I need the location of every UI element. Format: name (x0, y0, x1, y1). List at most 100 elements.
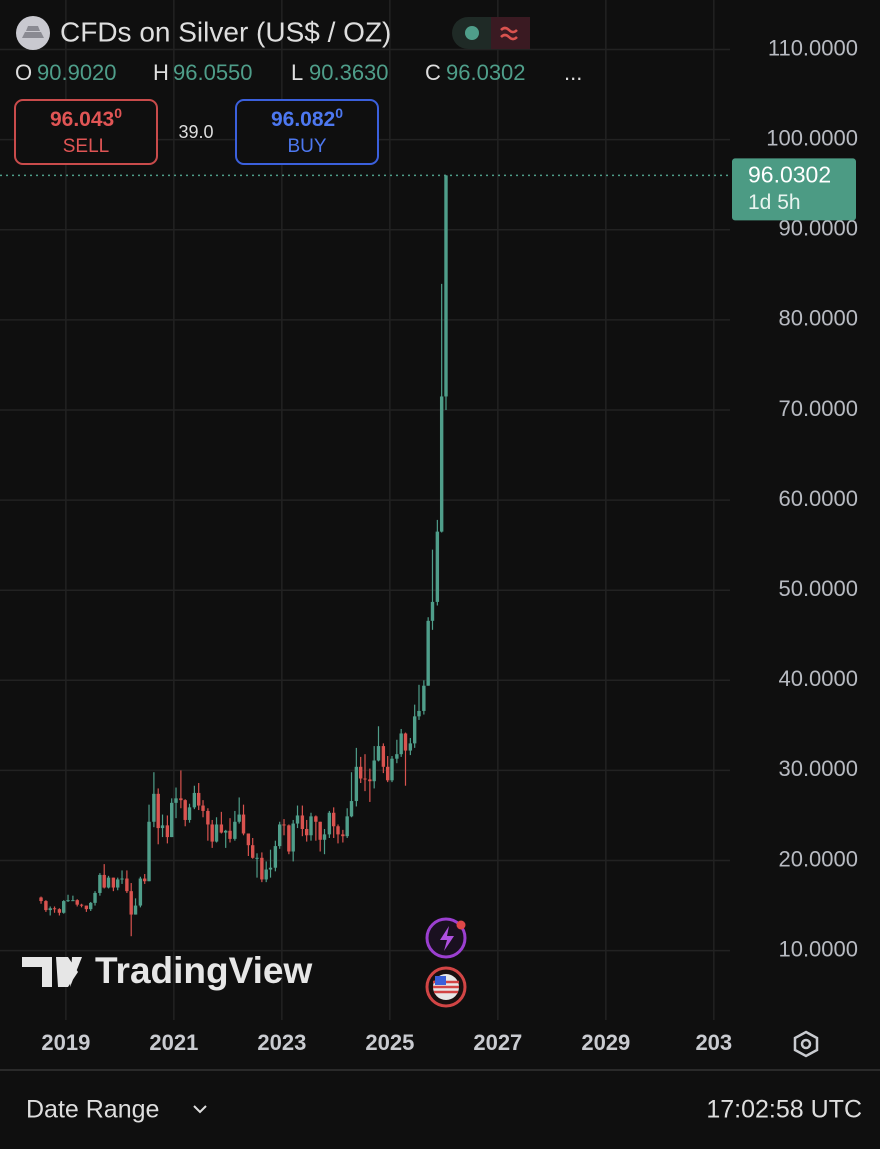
y-tick-label: 60.0000 (778, 486, 858, 511)
x-tick-label: 203 (695, 1030, 732, 1055)
watermark-logo (22, 957, 82, 987)
watermark: TradingView (95, 950, 312, 991)
candle-body (52, 908, 57, 910)
candle-body (345, 816, 349, 837)
x-tick-label: 2027 (473, 1030, 522, 1055)
candle-body (66, 900, 70, 902)
candle-body (183, 800, 187, 820)
candle-body (381, 746, 386, 767)
candle-body (62, 901, 66, 913)
candle-body (160, 825, 165, 829)
candle-body (89, 902, 93, 910)
spread: 39.0 (178, 122, 213, 142)
candle-body (291, 823, 295, 852)
more-button[interactable]: ... (564, 60, 582, 85)
candle-body (106, 877, 111, 888)
y-tick-label: 100.0000 (766, 125, 858, 150)
clock: 17:02:58 UTC (706, 1096, 862, 1124)
delay-icon (500, 26, 518, 41)
x-tick-label: 2021 (149, 1030, 198, 1055)
buy-price: 96.0820 (271, 105, 343, 131)
candle-body (75, 900, 79, 905)
candle-body (187, 807, 192, 820)
last-price-label: 96.0302 (748, 162, 831, 188)
candle-body (417, 710, 421, 717)
candle-body (125, 878, 129, 892)
x-tick-label: 2023 (257, 1030, 306, 1055)
candle-body (102, 874, 106, 888)
candle-body (358, 766, 363, 779)
candle-body (426, 620, 430, 686)
candle-body (260, 857, 264, 880)
candle-body (354, 766, 359, 802)
notification-dot (456, 920, 466, 930)
candle-body (439, 396, 444, 532)
candle-body (444, 175, 448, 397)
sell-label: SELL (63, 136, 109, 157)
candle-body (241, 814, 246, 834)
y-tick-label: 80.0000 (778, 306, 858, 331)
ohlc-value: 90.9020 (37, 60, 117, 85)
ohlc-value: 90.3630 (309, 60, 389, 85)
chevron (193, 1105, 207, 1114)
candle-body (295, 815, 300, 824)
ohlc-value: 96.0550 (173, 60, 253, 85)
candle-body (143, 878, 147, 882)
candle-body (196, 792, 201, 806)
buy-button[interactable] (235, 99, 379, 165)
candle-body (223, 830, 228, 833)
candle-body (174, 798, 178, 803)
status-pill-right (491, 17, 530, 49)
candle-body (430, 601, 435, 621)
y-tick-label: 50.0000 (778, 576, 858, 601)
date-range-button[interactable]: Date Range (26, 1096, 159, 1124)
candle-body (147, 821, 151, 882)
candle-body (422, 685, 426, 711)
candle-body (395, 754, 399, 759)
candle-body (287, 825, 291, 852)
candle-body (156, 793, 160, 829)
market-open-dot (465, 26, 479, 40)
silver-bars (22, 26, 44, 38)
candle-body (71, 900, 75, 902)
candle-body (44, 901, 48, 911)
ohlc-value: 96.0302 (446, 60, 526, 85)
candle-body (264, 869, 268, 880)
x-tick-label: 2025 (365, 1030, 414, 1055)
candle-body (314, 816, 318, 822)
buy-price-pip: 0 (335, 105, 343, 121)
candle-body (233, 821, 237, 839)
candle-body (403, 733, 408, 751)
candle-body (165, 825, 170, 838)
ohlc-key: C (425, 60, 441, 85)
sell-price-pip: 0 (114, 105, 122, 121)
sell-price-main: 96.043 (50, 108, 114, 131)
ohlc-key: O (15, 60, 32, 85)
candle-body (408, 743, 413, 751)
countdown: 1d 5h (748, 191, 801, 214)
title[interactable]: CFDs on Silver (US$ / OZ) (60, 16, 391, 47)
candle-body (349, 801, 354, 817)
candle-body (129, 891, 133, 915)
last-price-box (732, 158, 856, 221)
y-tick-label: 70.0000 (778, 396, 858, 421)
candle-body (327, 812, 332, 835)
candle-body (111, 877, 116, 888)
sell-button[interactable] (14, 99, 158, 165)
candle-body (341, 834, 345, 837)
candle-body (201, 805, 205, 811)
y-tick-label: 40.0000 (778, 666, 858, 691)
candle-body (120, 878, 124, 880)
candle-body (304, 828, 309, 836)
candle-body (48, 908, 52, 911)
candle-body (116, 879, 120, 888)
candle-body (399, 733, 403, 755)
candle-body (309, 816, 313, 836)
candle-body (228, 830, 232, 839)
candle-body (210, 824, 214, 842)
settings-button[interactable] (793, 1030, 819, 1058)
candle-body (268, 867, 273, 870)
candle-body (98, 874, 102, 893)
candle-body (255, 857, 259, 859)
candle-body (435, 531, 440, 602)
